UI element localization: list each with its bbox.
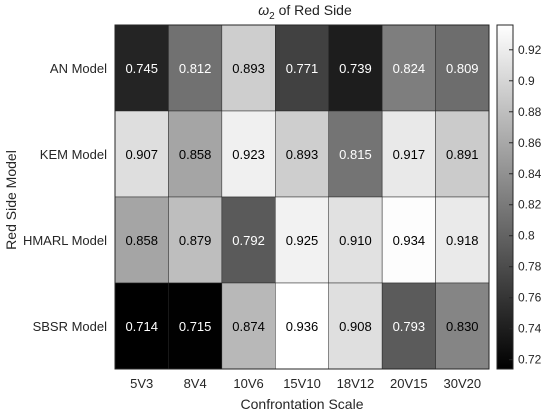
colorbar-tick-label: 0.8	[518, 229, 535, 243]
colorbar-tick-label: 0.86	[518, 136, 542, 150]
heatmap-cell	[275, 196, 329, 284]
x-tick-label: 15V10	[283, 376, 321, 391]
heatmap-cell	[221, 282, 276, 370]
chart-title: ω2 of Red Side	[258, 2, 352, 22]
x-tick-label: 18V12	[337, 376, 375, 391]
heatmap-cell	[221, 196, 276, 284]
cell-value-label: 0.771	[286, 61, 319, 76]
heatmap-cell	[114, 24, 169, 112]
heatmap-cells	[114, 24, 490, 370]
cell-value-label: 0.809	[446, 61, 479, 76]
colorbar-tick-label: 0.76	[518, 291, 542, 305]
heatmap-cell	[114, 110, 169, 198]
plot-frame	[114, 24, 490, 370]
heatmap-cell	[168, 110, 223, 198]
heatmap-cell	[275, 110, 329, 198]
cell-value-label: 0.891	[446, 147, 479, 162]
y-tick-label: SBSR Model	[33, 319, 108, 334]
cell-value-label: 0.830	[446, 319, 479, 334]
colorbar-tick-label: 0.84	[518, 167, 542, 181]
heatmap-cell	[275, 282, 329, 370]
y-tick-label: HMARL Model	[23, 233, 107, 248]
heatmap-cell	[435, 282, 490, 370]
colorbar-tick-label: 0.74	[518, 322, 542, 336]
heatmap-cell	[328, 110, 383, 198]
cell-value-label: 0.858	[125, 233, 158, 248]
heatmap-cell	[381, 196, 436, 284]
y-axis-label: Red Side Model	[3, 150, 19, 250]
cell-value-label: 0.824	[393, 61, 426, 76]
cell-value-label: 0.936	[286, 319, 319, 334]
cell-value-label: 0.812	[179, 61, 212, 76]
colorbar-tick-label: 0.9	[518, 74, 535, 88]
title-omega: ω	[258, 2, 269, 18]
y-tick-labels: AN Model KEM Model HMARL Model SBSR Model	[23, 61, 107, 334]
x-tick-label: 8V4	[184, 376, 207, 391]
y-tick-label: AN Model	[50, 61, 107, 76]
x-axis-label: Confrontation Scale	[241, 396, 364, 412]
colorbar	[496, 24, 514, 370]
x-tick-label: 5V3	[130, 376, 153, 391]
cell-value-label: 0.858	[179, 147, 212, 162]
x-tick-labels: 5V3 8V4 10V6 15V10 18V12 20V15 30V20	[130, 376, 481, 391]
colorbar-ticks: 0.72 0.74 0.76 0.78 0.8 0.82 0.84 0.86 0.88 0.9 0.…	[509, 43, 542, 367]
colorbar-tick-label: 0.92	[518, 43, 542, 57]
heatmap-cell	[381, 282, 436, 370]
cell-value-label: 0.918	[446, 233, 479, 248]
cell-value-label: 0.745	[125, 61, 158, 76]
title-rest: of Red Side	[275, 2, 352, 18]
cell-value-label: 0.908	[339, 319, 372, 334]
cell-value-label: 0.879	[179, 233, 212, 248]
cell-value-label: 0.792	[232, 233, 265, 248]
cell-value-label: 0.715	[179, 319, 212, 334]
cell-value-label: 0.815	[339, 147, 372, 162]
cell-value-label: 0.907	[125, 147, 158, 162]
cell-value-label: 0.934	[393, 233, 426, 248]
heatmap-cell	[381, 110, 436, 198]
heatmap-cell	[168, 24, 223, 112]
x-tick-label: 30V20	[443, 376, 481, 391]
colorbar-tick-label: 0.82	[518, 198, 542, 212]
x-tick-label: 10V6	[233, 376, 263, 391]
cell-value-label: 0.793	[393, 319, 426, 334]
cell-value-label: 0.739	[339, 61, 372, 76]
cell-value-label: 0.917	[393, 147, 426, 162]
x-tick-label: 20V15	[390, 376, 428, 391]
title-subscript: 2	[269, 11, 275, 22]
heatmap-cell	[328, 196, 383, 284]
heatmap-cell	[168, 196, 223, 284]
cell-value-label: 0.923	[232, 147, 265, 162]
heatmap-cell	[328, 282, 383, 370]
heatmap-cell	[435, 196, 490, 284]
cell-value-label: 0.925	[286, 233, 319, 248]
colorbar-tick-label: 0.88	[518, 105, 542, 119]
cell-value-label: 0.714	[125, 319, 158, 334]
cell-value-label: 0.893	[232, 61, 265, 76]
heatmap-cell	[114, 196, 169, 284]
cell-value-labels: 0.745 0.812 0.893 0.771 0.739 0.824 0.809 0.907…	[125, 61, 478, 334]
heatmap-cell	[168, 282, 223, 370]
cell-value-label: 0.910	[339, 233, 372, 248]
colorbar-tick-label: 0.78	[518, 260, 542, 274]
colorbar-tick-label: 0.72	[518, 353, 542, 367]
cell-value-label: 0.893	[286, 147, 319, 162]
y-tick-label: KEM Model	[40, 147, 107, 162]
heatmap-cell	[221, 110, 276, 198]
cell-value-label: 0.874	[232, 319, 265, 334]
